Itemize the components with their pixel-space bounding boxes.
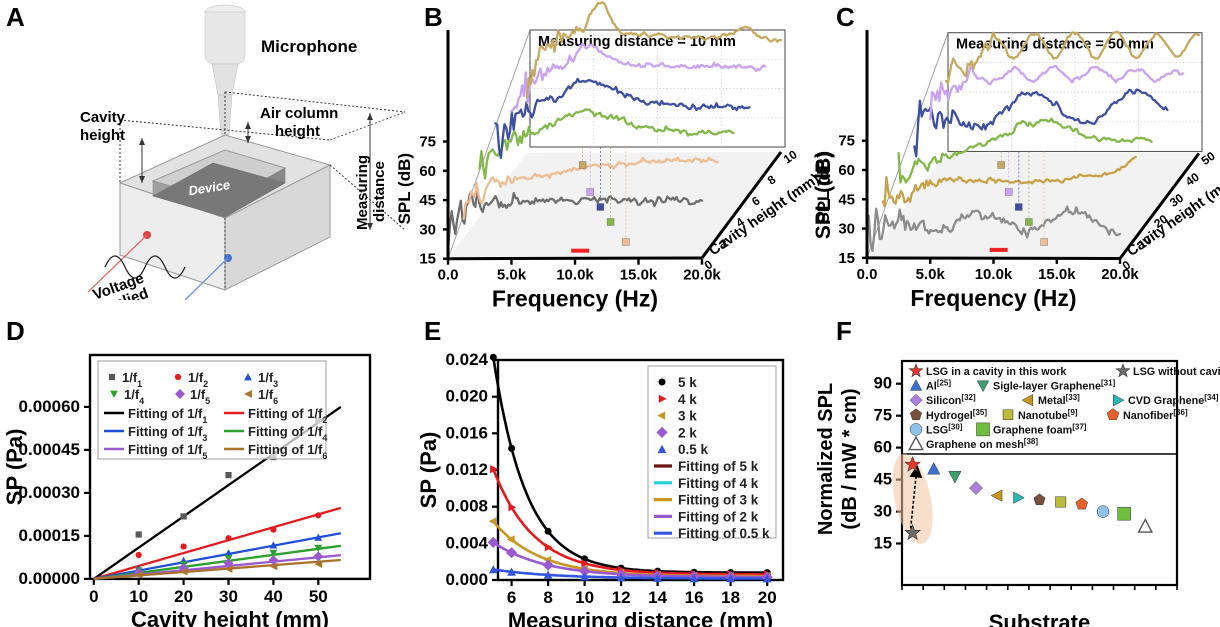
svg-text:Hydrogel[35]: Hydrogel[35] [926,407,987,422]
svg-text:Fitting of 5 k: Fitting of 5 k [678,459,759,474]
svg-text:20: 20 [174,587,193,606]
svg-text:8: 8 [543,588,552,607]
svg-text:Cavity height (mm): Cavity height (mm) [131,607,329,627]
svg-text:30: 30 [838,221,855,238]
svg-text:Sigle-layer Graphene[31]: Sigle-layer Graphene[31] [993,378,1116,393]
svg-text:0: 0 [89,587,98,606]
svg-text:14: 14 [648,588,667,607]
svg-text:distance: distance [371,161,388,222]
svg-text:Graphene foam[37]: Graphene foam[37] [993,422,1087,437]
svg-text:Substrate: Substrate [989,610,1090,627]
svg-text:Fitting of 4 k: Fitting of 4 k [678,476,759,491]
svg-text:45: 45 [874,471,892,489]
svg-text:40: 40 [264,587,283,606]
svg-text:30: 30 [419,221,436,238]
svg-text:SP (Pa): SP (Pa) [416,432,441,509]
svg-text:90: 90 [874,375,892,393]
svg-text:Metal[33]: Metal[33] [1038,393,1080,408]
svg-text:0.00000: 0.00000 [19,569,80,588]
svg-text:SPL (dB): SPL (dB) [395,153,414,224]
svg-text:0.004: 0.004 [445,533,488,552]
svg-text:Fitting of 3 k: Fitting of 3 k [678,493,759,508]
svg-text:0.5 k: 0.5 k [678,442,709,457]
svg-text:5.0k: 5.0k [916,266,946,283]
svg-text:LSG[30]: LSG[30] [926,422,963,437]
svg-text:45: 45 [838,191,855,208]
svg-text:75: 75 [874,407,892,425]
svg-text:75: 75 [838,133,855,150]
svg-text:60: 60 [874,439,892,457]
svg-text:75: 75 [419,134,436,151]
svg-text:0.020: 0.020 [445,387,488,406]
svg-text:15: 15 [874,535,892,553]
svg-text:8: 8 [765,172,779,187]
svg-text:15: 15 [419,251,436,268]
svg-text:3 k: 3 k [678,409,697,424]
svg-text:Microphone: Microphone [261,37,357,56]
svg-text:Normalized SPL: Normalized SPL [815,383,837,535]
svg-text:(dB / mW * cm): (dB / mW * cm) [839,388,861,529]
svg-text:0.00060: 0.00060 [19,397,80,416]
svg-text:0.00030: 0.00030 [19,483,80,502]
svg-text:0.012: 0.012 [445,460,488,479]
svg-text:Cavity: Cavity [80,109,126,126]
svg-text:SP (Pa): SP (Pa) [2,429,27,506]
svg-text:Measuring: Measuring [354,155,371,230]
svg-text:5 k: 5 k [678,375,697,390]
svg-text:60: 60 [419,163,436,180]
svg-text:Fitting of 0.5 k: Fitting of 0.5 k [678,526,770,541]
svg-text:Silicon[32]: Silicon[32] [926,393,976,408]
svg-text:15: 15 [838,250,855,267]
svg-text:20.0k: 20.0k [683,267,721,284]
svg-text:10: 10 [575,588,594,607]
svg-text:16: 16 [685,588,704,607]
svg-text:30: 30 [219,587,238,606]
svg-text:0.024: 0.024 [445,350,488,369]
svg-text:0.008: 0.008 [445,497,488,516]
svg-text:0.00015: 0.00015 [19,526,80,545]
svg-text:45: 45 [419,192,436,209]
svg-text:6: 6 [749,193,763,208]
svg-text:10.0k: 10.0k [975,266,1013,283]
svg-text:SPL (dB): SPL (dB) [814,152,833,223]
svg-text:Nanofiber[36]: Nanofiber[36] [1123,407,1188,422]
svg-text:50: 50 [309,587,328,606]
svg-text:Measuring distance (mm): Measuring distance (mm) [508,608,773,627]
svg-text:Graphene on mesh[38]: Graphene on mesh[38] [926,437,1038,452]
svg-text:5.0k: 5.0k [497,267,527,284]
svg-text:10: 10 [781,147,800,166]
svg-text:0.0: 0.0 [438,267,459,284]
svg-text:CVD Graphene[34]: CVD Graphene[34] [1128,393,1219,408]
svg-text:4 k: 4 k [678,392,697,407]
svg-text:LSG in a cavity in this work: LSG in a cavity in this work [926,366,1067,378]
svg-text:Nanotube[9]: Nanotube[9] [1018,407,1078,422]
svg-text:20: 20 [758,588,777,607]
svg-text:Fitting of 2 k: Fitting of 2 k [678,509,759,524]
svg-text:20.0k: 20.0k [1101,266,1139,283]
svg-text:Al[25]: Al[25] [926,378,951,393]
svg-text:Air column: Air column [260,105,338,122]
svg-text:0.00045: 0.00045 [19,440,80,459]
svg-text:height: height [275,123,320,140]
svg-text:0.000: 0.000 [445,570,488,589]
svg-text:30: 30 [874,503,892,521]
svg-text:10.0k: 10.0k [556,267,594,284]
svg-text:0.016: 0.016 [445,423,488,442]
svg-text:0.0: 0.0 [857,266,878,283]
svg-text:10: 10 [129,587,148,606]
svg-text:height: height [80,127,125,144]
svg-text:18: 18 [721,588,740,607]
svg-text:2 k: 2 k [678,425,697,440]
svg-text:15.0k: 15.0k [620,267,658,284]
svg-text:6: 6 [507,588,516,607]
svg-text:60: 60 [838,162,855,179]
svg-text:15.0k: 15.0k [1038,266,1076,283]
svg-text:LSG without cavity: LSG without cavity [1133,366,1220,378]
svg-text:12: 12 [612,588,631,607]
